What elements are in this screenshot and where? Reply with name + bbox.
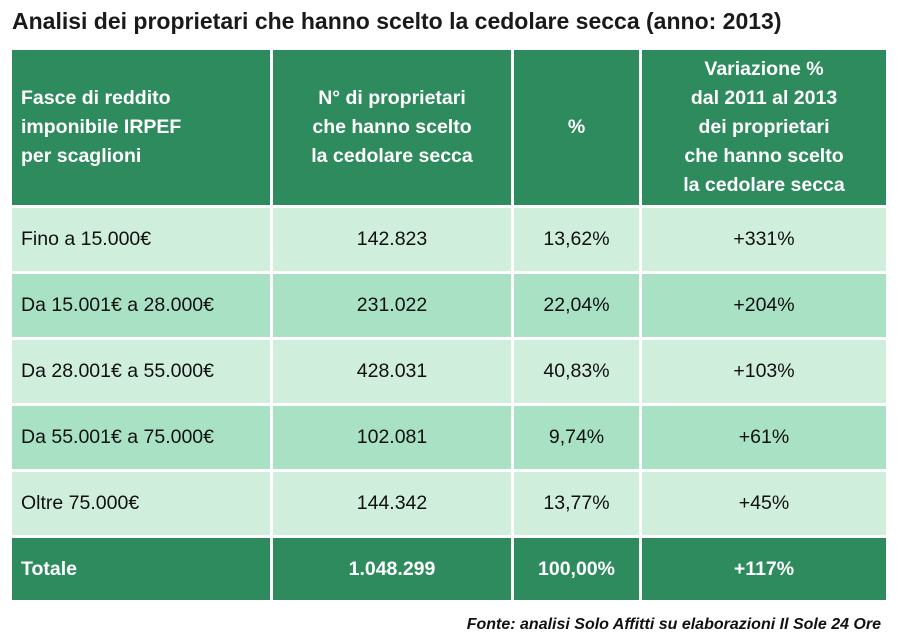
cell-variazione: +45% xyxy=(642,472,886,535)
page-title: Analisi dei proprietari che hanno scelto… xyxy=(12,8,782,34)
cell-proprietari: 144.342 xyxy=(273,472,511,535)
cell-variazione: +331% xyxy=(642,208,886,271)
cell-fascia: Da 15.001€ a 28.000€ xyxy=(12,274,270,337)
table-row: Da 55.001€ a 75.000€ 102.081 9,74% +61% xyxy=(12,406,886,469)
header-percentuale: % xyxy=(514,50,639,205)
cell-proprietari: 428.031 xyxy=(273,340,511,403)
header-row: Fasce di reddito imponibile IRPEF per sc… xyxy=(12,50,886,205)
cell-fascia: Da 55.001€ a 75.000€ xyxy=(12,406,270,469)
cell-variazione: +204% xyxy=(642,274,886,337)
cell-variazione: +61% xyxy=(642,406,886,469)
cell-percentuale: 22,04% xyxy=(514,274,639,337)
data-table: Fasce di reddito imponibile IRPEF per sc… xyxy=(9,47,889,603)
table-row: Fino a 15.000€ 142.823 13,62% +331% xyxy=(12,208,886,271)
total-label: Totale xyxy=(12,538,270,600)
table-row: Da 15.001€ a 28.000€ 231.022 22,04% +204… xyxy=(12,274,886,337)
cell-percentuale: 9,74% xyxy=(514,406,639,469)
header-variazione: Variazione % dal 2011 al 2013 dei propri… xyxy=(642,50,886,205)
cell-percentuale: 13,62% xyxy=(514,208,639,271)
header-proprietari: N° di proprietari che hanno scelto la ce… xyxy=(273,50,511,205)
header-fascia: Fasce di reddito imponibile IRPEF per sc… xyxy=(12,50,270,205)
source-note: Fonte: analisi Solo Affitti su elaborazi… xyxy=(466,616,881,633)
cell-variazione: +103% xyxy=(642,340,886,403)
cell-percentuale: 13,77% xyxy=(514,472,639,535)
total-row: Totale 1.048.299 100,00% +117% xyxy=(12,538,886,600)
table-row: Da 28.001€ a 55.000€ 428.031 40,83% +103… xyxy=(12,340,886,403)
cell-proprietari: 142.823 xyxy=(273,208,511,271)
table-row: Oltre 75.000€ 144.342 13,77% +45% xyxy=(12,472,886,535)
total-percentuale: 100,00% xyxy=(514,538,639,600)
cell-fascia: Fino a 15.000€ xyxy=(12,208,270,271)
cell-proprietari: 231.022 xyxy=(273,274,511,337)
cell-fascia: Da 28.001€ a 55.000€ xyxy=(12,340,270,403)
cell-fascia: Oltre 75.000€ xyxy=(12,472,270,535)
cell-percentuale: 40,83% xyxy=(514,340,639,403)
total-variazione: +117% xyxy=(642,538,886,600)
cell-proprietari: 102.081 xyxy=(273,406,511,469)
total-proprietari: 1.048.299 xyxy=(273,538,511,600)
